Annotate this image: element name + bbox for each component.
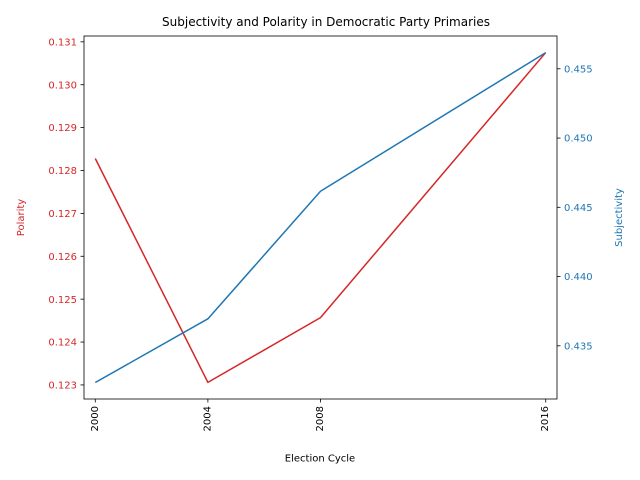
left-axis-label: Polarity (16, 199, 27, 237)
left-axis-tick-label: 0.124 (48, 338, 77, 349)
x-tick-label: 2004 (202, 406, 213, 431)
right-axis-tick-label: 0.435 (564, 341, 593, 352)
right-axis-tick-label: 0.450 (564, 134, 593, 145)
left-axis-tick-label: 0.128 (48, 166, 77, 177)
x-tick-label: 2008 (315, 406, 326, 431)
right-axis-label: Subjectivity (614, 188, 625, 247)
series-line-subjectivity (95, 53, 545, 383)
left-axis-tick-label: 0.126 (48, 252, 77, 263)
left-axis-tick-label: 0.130 (48, 80, 77, 91)
x-tick-label: 2000 (90, 406, 101, 431)
x-axis-label: Election Cycle (285, 454, 355, 465)
x-tick-label: 2016 (540, 406, 551, 431)
plot-area: 2000 2004 2008 2016 0.123 0.124 0.125 0.126 0.12… (48, 36, 592, 431)
right-axis-tick-label: 0.445 (564, 203, 593, 214)
left-axis-tick-label: 0.123 (48, 381, 77, 392)
right-axis-tick-label: 0.440 (564, 272, 593, 283)
plot-frame (84, 36, 557, 399)
left-axis-tick-label: 0.129 (48, 123, 77, 134)
series-line-polarity (95, 53, 545, 383)
left-axis-tick-label: 0.125 (48, 295, 77, 306)
left-axis-tick-label: 0.127 (48, 209, 77, 220)
right-axis-tick-label: 0.455 (564, 64, 593, 75)
chart-title: Subjectivity and Polarity in Democratic … (162, 15, 490, 29)
left-axis-tick-label: 0.131 (48, 37, 77, 48)
